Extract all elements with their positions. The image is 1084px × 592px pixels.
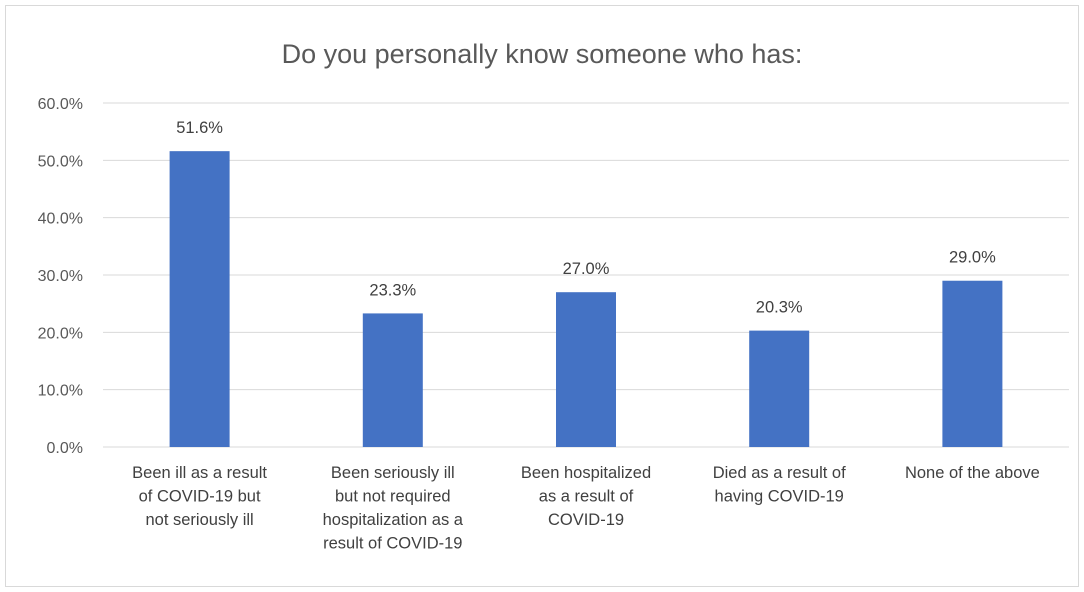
category-labels: Been ill as a result of COVID-19 but not s…: [132, 464, 1040, 553]
data-label: 51.6%: [176, 119, 223, 137]
y-tick-label: 20.0%: [38, 325, 83, 342]
bar: [362, 313, 423, 447]
bar: [749, 330, 810, 447]
category-label: Been seriously ill but not required hospit…: [323, 464, 464, 553]
y-tick-label: 60.0%: [38, 96, 83, 113]
bar: [556, 292, 616, 447]
data-label: 20.3%: [756, 299, 803, 317]
y-tick-label: 50.0%: [38, 153, 83, 170]
chart-frame: Do you personally know someone who has: …: [5, 5, 1079, 587]
chart-title: Do you personally know someone who has:: [282, 39, 803, 69]
y-tick-label: 10.0%: [38, 383, 83, 400]
data-labels: 51.6% 23.3% 27.0% 20.3% 29.0%: [176, 119, 996, 316]
category-label: Been hospitalized as a result of COVID-19: [521, 464, 651, 529]
bar-chart: Do you personally know someone who has: …: [38, 39, 1069, 553]
bars: [169, 151, 1003, 447]
bar: [169, 151, 230, 447]
category-label: Died as a result of having COVID-19: [713, 464, 846, 506]
y-axis-ticks: 0.0% 10.0% 20.0% 30.0% 40.0% 50.0% 60.0%: [38, 96, 83, 457]
data-label: 29.0%: [949, 249, 996, 267]
data-label: 23.3%: [369, 281, 416, 299]
y-tick-label: 30.0%: [38, 268, 83, 285]
bar: [942, 280, 1003, 447]
category-label: Been ill as a result of COVID-19 but not s…: [132, 464, 267, 529]
category-label: None of the above: [905, 464, 1040, 482]
y-tick-label: 40.0%: [38, 211, 83, 228]
y-tick-label: 0.0%: [47, 440, 83, 457]
data-label: 27.0%: [563, 260, 610, 278]
